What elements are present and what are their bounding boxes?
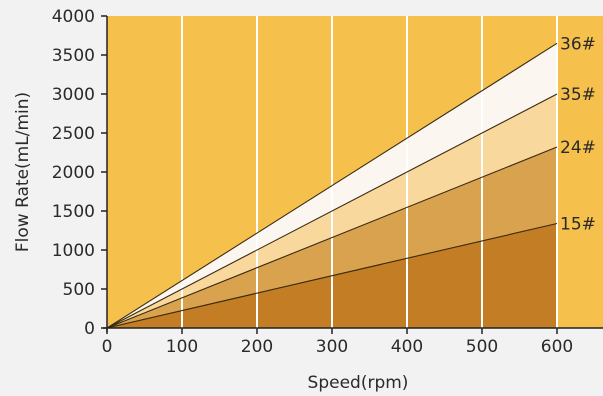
y-tick-label-3500: 3500 (52, 46, 95, 66)
y-tick-label-1500: 1500 (52, 202, 95, 222)
series-label-36: 36# (560, 34, 596, 54)
series-line-36 (106, 42, 558, 329)
y-tick-label-3000: 3000 (52, 85, 95, 105)
x-tick-label-400: 400 (391, 337, 423, 357)
x-tick-label-100: 100 (166, 337, 198, 357)
x-tick-labels: 0 100 200 300 400 500 600 (102, 337, 574, 357)
series-labels: 36# 35# 24# 15# (560, 34, 596, 234)
x-tick-label-200: 200 (241, 337, 273, 357)
x-tick-label-0: 0 (102, 337, 113, 357)
x-tick-label-500: 500 (466, 337, 498, 357)
y-tick-label-4000: 4000 (52, 7, 95, 27)
axes (101, 15, 603, 334)
x-axis-title: Speed(rpm) (308, 373, 409, 393)
y-tick-label-500: 500 (63, 280, 95, 300)
y-tick-label-1000: 1000 (52, 241, 95, 261)
series-label-15: 15# (560, 214, 596, 234)
y-tick-labels: 0 500 1000 1500 2000 2500 3000 3500 4000 (52, 7, 95, 339)
x-tick-label-600: 600 (541, 337, 573, 357)
series-line-24 (106, 146, 558, 329)
y-tick-label-2000: 2000 (52, 163, 95, 183)
series-label-35: 35# (560, 85, 596, 105)
series-line-35 (106, 93, 558, 329)
series-line-15 (106, 222, 558, 329)
series-lines (106, 42, 558, 329)
x-tick-label-300: 300 (316, 337, 348, 357)
y-axis-title: Flow Rate(mL/min) (13, 92, 33, 252)
series-label-24: 24# (560, 138, 596, 158)
y-tick-label-0: 0 (84, 319, 95, 339)
y-tick-label-2500: 2500 (52, 124, 95, 144)
